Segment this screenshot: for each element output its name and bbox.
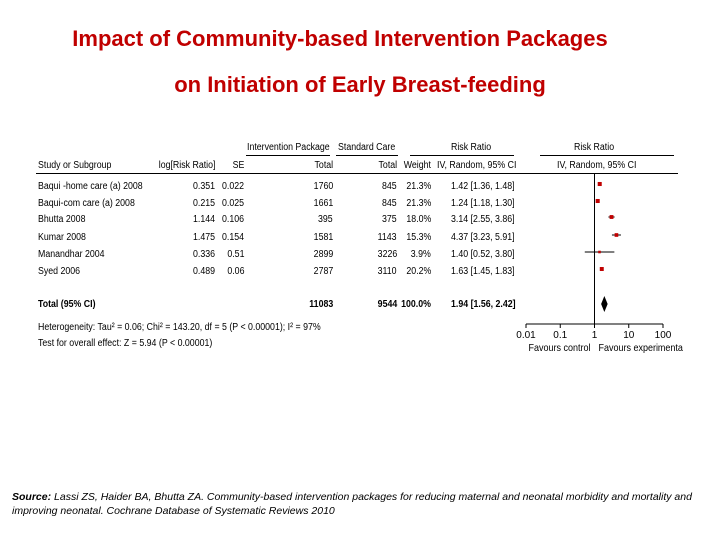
effect-marker (598, 250, 601, 254)
risk-ratio-ci: 3.14 [2.55, 3.86] (451, 214, 515, 225)
study-name: Syed 2006 (38, 266, 81, 277)
log-rr: 0.489 (192, 266, 215, 277)
log-rr: 0.336 (192, 249, 215, 260)
total-std: 375 (382, 214, 397, 225)
x-tick-label: 1 (592, 330, 598, 341)
header-se: SE (232, 160, 244, 171)
study-name: Manandhar 2004 (38, 249, 105, 260)
x-tick-label: 10 (623, 330, 635, 341)
total-std: 3226 (377, 249, 397, 260)
header-log-rr: log[Risk Ratio] (158, 160, 215, 171)
study-name: Kumar 2008 (38, 232, 86, 243)
weight: 21.3% (406, 181, 431, 192)
title-line-2: on Initiation of Early Breast-feeding (174, 72, 546, 97)
total-std: 9544 (377, 299, 397, 310)
total-int: 1760 (313, 181, 333, 192)
header-method: IV, Random, 95% CI (437, 160, 517, 171)
se: 0.106 (221, 214, 244, 225)
effect-marker (609, 215, 614, 219)
effect-marker (599, 267, 604, 271)
risk-ratio-ci: 1.63 [1.45, 1.83] (451, 266, 515, 277)
pooled-diamond (601, 296, 608, 312)
header-method-plot: IV, Random, 95% CI (557, 160, 637, 171)
source-label: Source: (12, 491, 52, 503)
x-tick-label: 0.01 (516, 330, 536, 341)
risk-ratio-ci: 1.24 [1.18, 1.30] (451, 198, 515, 209)
weight: 21.3% (406, 198, 431, 209)
weight: 3.9% (410, 249, 431, 260)
total-risk-ratio-ci: 1.94 [1.56, 2.42] (451, 299, 516, 310)
risk-ratio-ci: 4.37 [3.23, 5.91] (451, 232, 515, 243)
effect-marker (614, 233, 619, 237)
total-int: 2899 (313, 249, 333, 260)
forest-plot: 0.01 0.1 1 10 100 Favours control Favours ex… (516, 174, 684, 355)
total-int: 1581 (313, 232, 333, 243)
total-weight: 100.0% (401, 299, 431, 310)
total-std: 845 (382, 181, 397, 192)
se: 0.025 (221, 198, 244, 209)
header-total-int: Total (314, 160, 333, 171)
heterogeneity-text: Heterogeneity: Tau² = 0.06; Chi² = 143.2… (38, 322, 321, 333)
header-study: Study or Subgroup (38, 160, 112, 171)
weight: 20.2% (406, 266, 431, 277)
se: 0.022 (221, 181, 244, 192)
total-int: 2787 (313, 266, 333, 277)
favours-control-label: Favours control (529, 343, 591, 355)
header-divider-intervention (246, 155, 330, 156)
se: 0.06 (226, 266, 244, 277)
log-rr: 0.215 (192, 198, 215, 209)
total-int: 395 (318, 214, 333, 225)
favours-experimental-label: Favours experimenta (599, 343, 684, 355)
total-label: Total (95% CI) (38, 299, 96, 310)
risk-ratio-ci: 1.40 [0.52, 3.80] (451, 249, 515, 260)
header-divider-risk-ratio (410, 155, 514, 156)
total-std: 1143 (378, 232, 397, 243)
overall-effect-text: Test for overall effect: Z = 5.94 (P < 0… (38, 338, 213, 349)
title-line-1: Impact of Community-based Intervention P… (72, 26, 608, 51)
effect-marker (597, 181, 602, 187)
weight: 18.0% (406, 214, 431, 225)
header-weight: Weight (403, 160, 431, 171)
se: 0.51 (226, 249, 244, 260)
weight: 15.3% (406, 232, 431, 243)
study-name: Baqui -home care (a) 2008 (38, 181, 143, 192)
header-standard-care: Standard Care (338, 142, 396, 153)
x-tick-label: 100 (655, 330, 672, 341)
effect-marker (595, 198, 600, 204)
log-rr: 1.144 (192, 214, 215, 225)
risk-ratio-ci: 1.42 [1.36, 1.48] (451, 181, 515, 192)
header-intervention-package: Intervention Package (247, 142, 330, 153)
total-int: 11083 (309, 299, 333, 310)
total-std: 3110 (378, 266, 397, 277)
x-tick-label: 0.1 (553, 330, 567, 341)
source-citation: Source: Lassi ZS, Haider BA, Bhutta ZA. … (12, 490, 712, 518)
source-text: Lassi ZS, Haider BA, Bhutta ZA. Communit… (12, 491, 692, 517)
header-risk-ratio-plot: Risk Ratio (574, 142, 615, 153)
header-total-std: Total (378, 160, 397, 171)
header-rule (36, 173, 678, 174)
header-divider-standard (336, 155, 398, 156)
header-divider-plot (540, 155, 674, 156)
total-int: 1661 (313, 198, 333, 209)
log-rr: 1.475 (192, 232, 215, 243)
se: 0.154 (221, 232, 244, 243)
study-name: Bhutta 2008 (38, 214, 86, 225)
study-name: Baqui-com care (a) 2008 (38, 198, 135, 209)
log-rr: 0.351 (192, 181, 215, 192)
total-std: 845 (382, 198, 397, 209)
header-risk-ratio: Risk Ratio (451, 142, 492, 153)
